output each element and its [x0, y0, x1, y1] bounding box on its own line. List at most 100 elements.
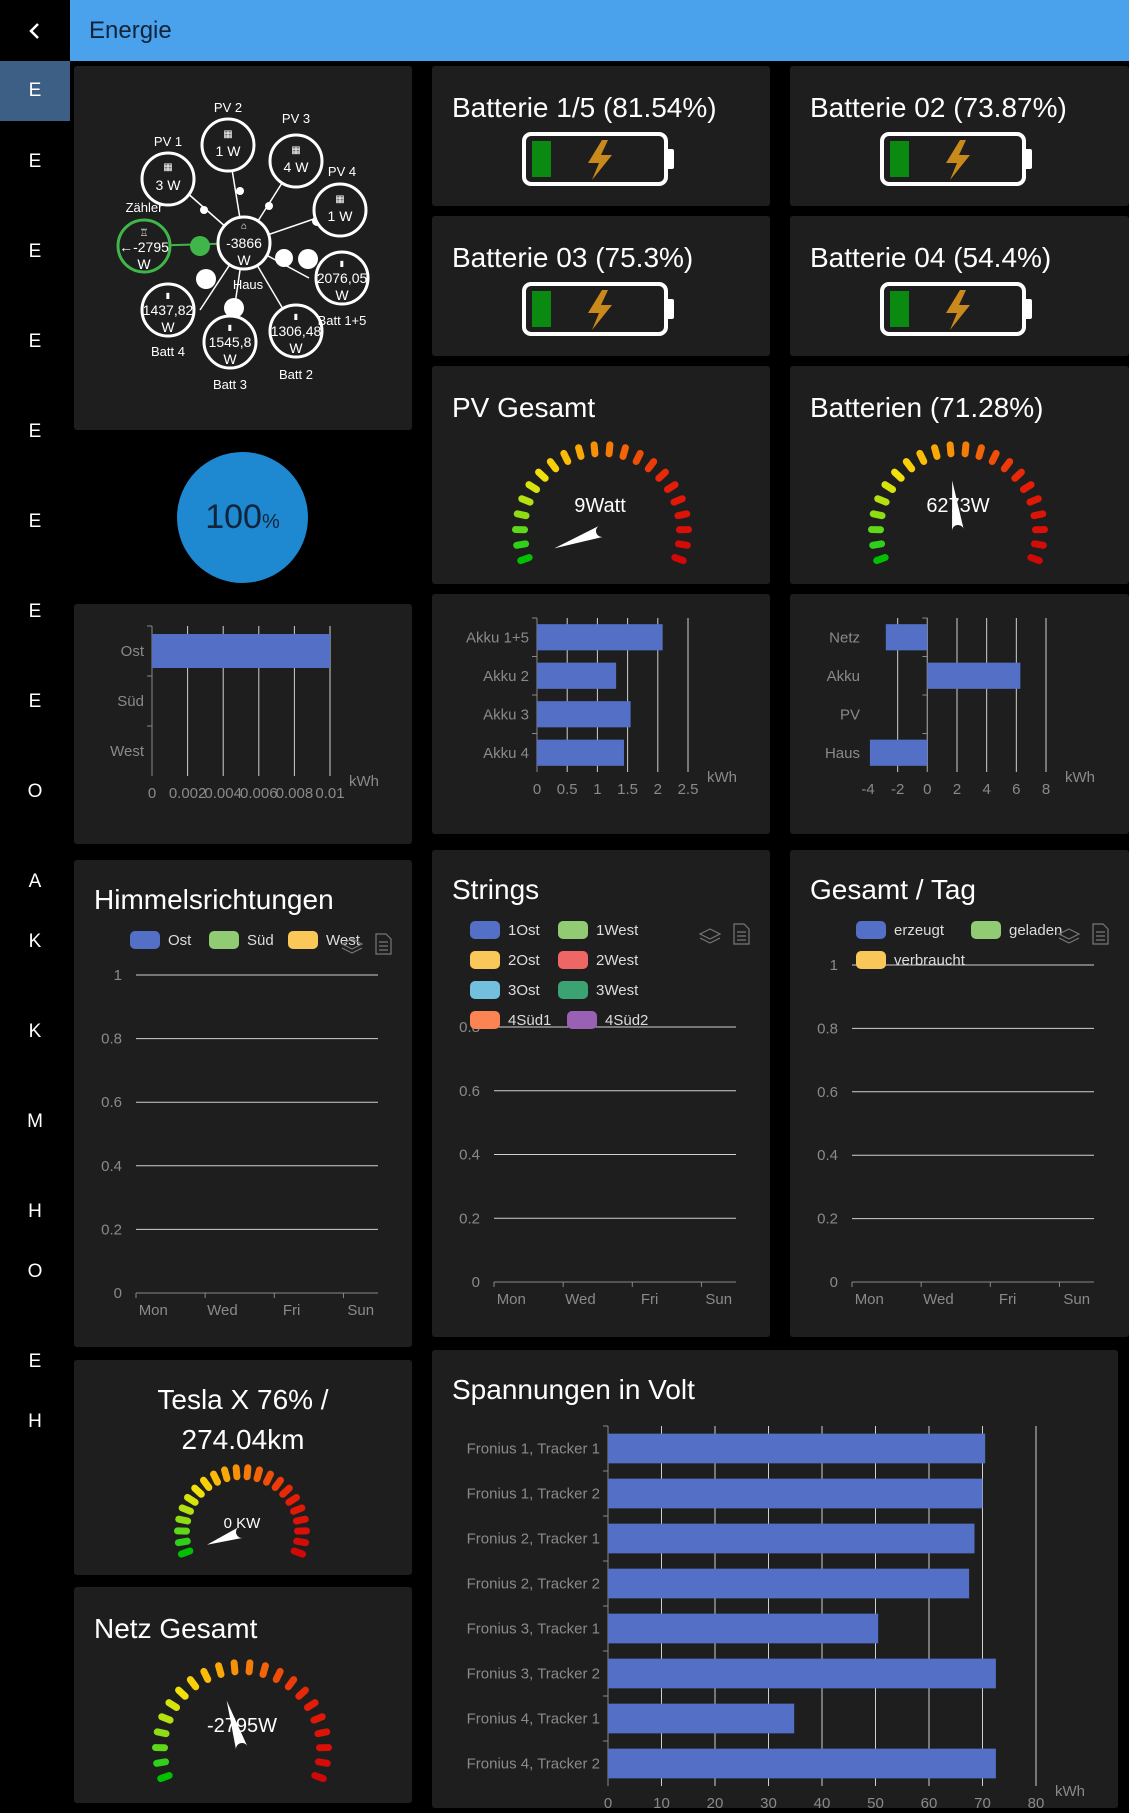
x-tick-label: 60 [921, 1795, 938, 1808]
sidebar-item[interactable]: H [28, 1411, 42, 1432]
sidebar-item[interactable]: E [28, 331, 42, 352]
sidebar-item[interactable]: H [28, 1201, 42, 1222]
y-tick-label: 0.2 [817, 1211, 838, 1228]
y-tick-label: Fronius 2, Tracker 1 [467, 1531, 600, 1548]
sidebar-item[interactable]: E [28, 1351, 42, 1372]
bar [608, 1523, 975, 1554]
legend-label: Ost [168, 932, 192, 949]
lightning-bolt-icon [588, 290, 612, 330]
x-tick-label: 2 [654, 781, 662, 798]
legend-label: 2West [596, 952, 639, 969]
x-tick-label: 0.01 [315, 785, 344, 802]
bar [537, 624, 663, 651]
chevron-left-icon [29, 22, 39, 39]
energy-flow-diagram: PV 1 ▦ 3 W PV 2 ▦ 1 W PV 3 ▦ 4 W PV 4 ▦ … [116, 100, 370, 392]
battery-icon [522, 132, 674, 186]
gauge-segment [1000, 458, 1014, 473]
back-button[interactable] [0, 0, 70, 61]
batt2-value: 1306,48 [271, 323, 322, 339]
sidebar-item[interactable]: E [28, 601, 42, 622]
gauge-segment [221, 1466, 231, 1483]
house-unit: W [237, 252, 251, 268]
y-tick-label: Süd [117, 693, 144, 710]
sidebar-item[interactable]: O [27, 1261, 43, 1282]
bar [608, 1658, 996, 1689]
sidebar-item[interactable]: E [28, 241, 42, 262]
y-tick-label: Akku 1+5 [466, 629, 529, 646]
gauge-segment [619, 444, 629, 460]
y-tick-label: Fronius 4, Tracker 2 [467, 1756, 600, 1773]
gauge-segment [157, 1772, 173, 1783]
pv1-value: 3 W [156, 177, 182, 193]
y-tick-label: 0 [830, 1274, 838, 1291]
battery-card: Batterie 02 (73.87%) [790, 66, 1129, 206]
gauge-segment [174, 1527, 191, 1535]
sidebar-item[interactable]: E [28, 511, 42, 532]
x-tick-label: 0.002 [169, 785, 207, 802]
y-tick-label: 0 [472, 1274, 480, 1291]
gauge-segment [285, 1493, 300, 1506]
batt1-node [314, 250, 370, 306]
x-tick-label: 10 [653, 1795, 670, 1808]
gauge-segment [874, 495, 890, 506]
layers-icon [340, 938, 364, 954]
x-tick-label: Mon [855, 1291, 884, 1308]
gauge-segment [279, 1484, 293, 1498]
y-tick-label: 0.2 [101, 1221, 122, 1238]
battery-icon [880, 282, 1032, 336]
batt1-value: 2076,05 [317, 270, 368, 286]
gauge-segment [199, 1476, 213, 1491]
y-tick-label: Akku 4 [483, 745, 529, 762]
sidebar-item[interactable]: E [28, 691, 42, 712]
legend-swatch [856, 951, 886, 969]
gauge-segment [1019, 481, 1035, 493]
y-tick-label: Fronius 2, Tracker 2 [467, 1576, 600, 1593]
bar-chart: -4 -2 0 2 4 6 8 Netz Akku PV Haus kWh [825, 617, 1095, 798]
legend-swatch [558, 981, 588, 999]
x-tick-label: 2.5 [678, 781, 699, 798]
sidebar-item[interactable]: A [28, 871, 42, 892]
sidebar-item[interactable]: O [27, 781, 43, 802]
y-tick-label: Ost [121, 643, 145, 660]
gauge-segment [869, 510, 886, 520]
sidebar-item[interactable]: E [28, 151, 42, 172]
chart-title: Strings [452, 874, 540, 905]
gauge-segment [178, 1504, 195, 1515]
x-tick-label: 0.004 [204, 785, 242, 802]
gauge-segment [175, 1515, 192, 1525]
batt1-unit: W [335, 287, 349, 303]
tesla-title-line2: 274.04km [181, 1424, 305, 1455]
battery-card: Batterie 04 (54.4%) [790, 216, 1129, 356]
gauge-value: 9Watt [574, 495, 626, 517]
gauge-segment [153, 1728, 170, 1738]
x-tick-label: Fri [999, 1291, 1017, 1308]
sidebar-item[interactable]: K [28, 931, 42, 952]
x-tick-label: 1.5 [617, 781, 638, 798]
y-tick-label: 0.8 [101, 1031, 122, 1048]
gauge-segment [988, 449, 1000, 465]
sidebar-item[interactable]: E [0, 61, 70, 121]
x-tick-label: -4 [861, 781, 874, 798]
y-tick-label: PV [840, 706, 860, 723]
y-tick-label: 0 [114, 1285, 122, 1302]
layers-icon-shape [340, 938, 364, 954]
chart-title: Spannungen in Volt [452, 1374, 695, 1405]
netz-gauge-card: Netz Gesamt -2795W [74, 1587, 412, 1803]
battery-icon: ▮ [340, 259, 344, 268]
battery-title: Batterie 04 (54.4%) [810, 242, 1052, 273]
sidebar-item[interactable]: E [28, 421, 42, 442]
pv1-node [140, 151, 196, 207]
gauge-segment [535, 468, 549, 482]
pv2-value: 1 W [216, 143, 242, 159]
grid-label: Zähler [126, 200, 164, 215]
battery-icon: ▮ [294, 312, 298, 321]
sidebar-item[interactable]: M [27, 1111, 43, 1132]
sidebar-item[interactable]: K [28, 1021, 42, 1042]
gauge-needle [226, 1700, 248, 1751]
x-tick-label: Sun [1063, 1291, 1090, 1308]
legend-label: erzeugt [894, 922, 945, 939]
batt3-value: 1545,8 [209, 334, 252, 350]
layers-icon-shape [1057, 928, 1081, 944]
gauge-segment [1027, 554, 1043, 565]
